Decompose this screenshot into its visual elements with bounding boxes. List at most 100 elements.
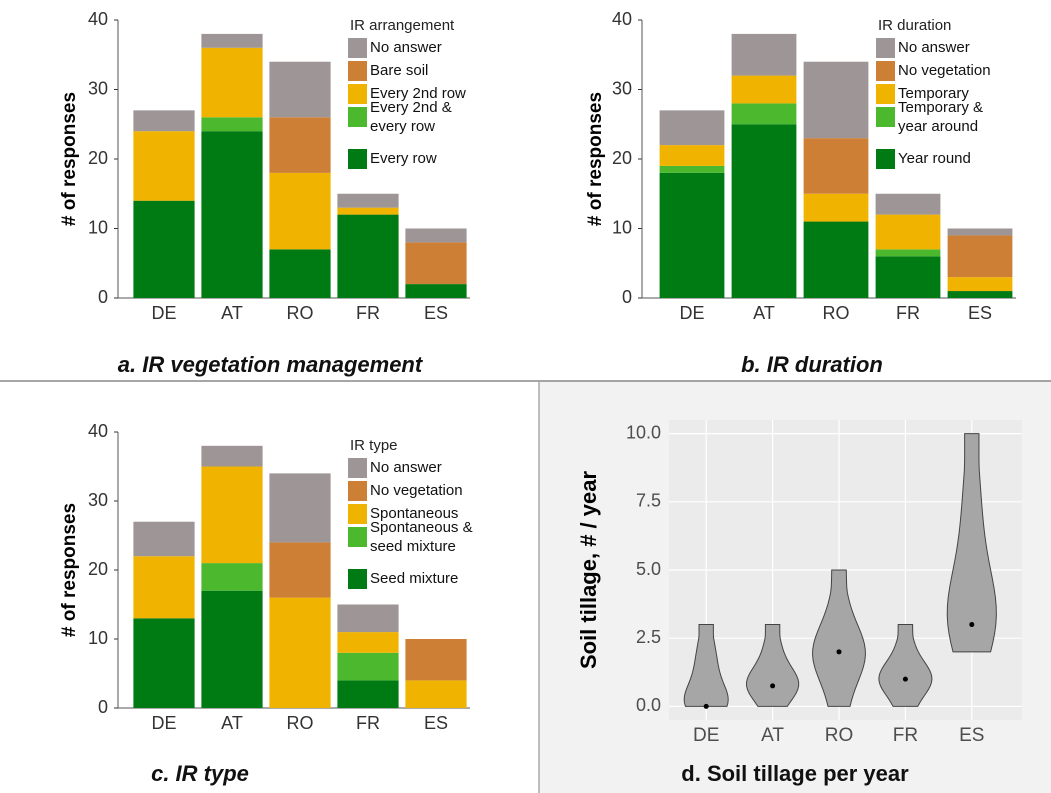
bar-segment	[875, 249, 941, 257]
bar-segment	[337, 214, 399, 298]
y-tick-label: 0	[622, 287, 632, 307]
bar-segment	[133, 131, 195, 201]
panel-caption: b. IR duration	[741, 352, 883, 377]
legend-swatch	[348, 84, 367, 104]
legend-swatch	[348, 107, 367, 127]
bar-segment	[269, 473, 331, 543]
bar-segment	[201, 466, 263, 564]
mean-point	[969, 622, 975, 628]
x-tick-label: ES	[968, 303, 992, 323]
legend-label: Year round	[898, 150, 971, 167]
y-axis-title: # of responses	[59, 503, 80, 637]
bar-segment	[405, 228, 467, 243]
legend-label-line: Every 2nd &	[370, 99, 456, 116]
y-tick-label: 10	[88, 217, 108, 237]
legend-swatch	[876, 107, 895, 127]
x-tick-label: RO	[287, 303, 314, 323]
bar-segment	[731, 124, 797, 298]
bar-segment	[875, 193, 941, 215]
legend-swatch	[348, 458, 367, 478]
x-tick-label: RO	[287, 713, 314, 733]
legend-label: No answer	[370, 39, 442, 56]
legend-swatch	[876, 84, 895, 104]
mean-point	[770, 683, 776, 689]
y-tick-label: 10.0	[626, 422, 661, 442]
bar-segment	[133, 521, 195, 557]
x-tick-label: AT	[221, 713, 243, 733]
legend-label: Seed mixture	[370, 570, 458, 587]
y-axis-title: # of responses	[585, 92, 606, 226]
x-tick-label: FR	[356, 303, 380, 323]
bar-segment	[803, 61, 869, 139]
violin	[746, 624, 800, 707]
bar-segment	[405, 639, 467, 681]
x-tick-label: ES	[424, 713, 448, 733]
y-tick-label: 10	[88, 628, 108, 648]
bar-segment	[201, 131, 263, 298]
x-tick-label: ES	[424, 303, 448, 323]
legend-swatch	[348, 149, 367, 169]
y-tick-label: 0	[98, 287, 108, 307]
y-tick-label: 20	[612, 148, 632, 168]
legend-label: No vegetation	[898, 62, 991, 79]
bar-segment	[659, 172, 725, 298]
legend-swatch	[348, 38, 367, 58]
y-tick-label: 30	[88, 78, 108, 98]
legend-label: Bare soil	[370, 62, 428, 79]
panel-caption: c. IR type	[151, 761, 249, 786]
bar-segment	[269, 249, 331, 298]
bar-segment	[947, 235, 1013, 278]
bar-segment	[875, 214, 941, 250]
y-axis-title: Soil tillage, # / year	[576, 471, 601, 670]
y-tick-label: 0	[98, 697, 108, 717]
bar-segment	[337, 632, 399, 653]
bar-segment	[201, 47, 263, 118]
mean-point	[703, 703, 709, 709]
x-tick-label: AT	[753, 303, 775, 323]
bar-segment	[269, 597, 331, 708]
bar-segment	[337, 207, 399, 215]
bar-segment	[731, 75, 797, 104]
x-tick-label: DE	[151, 303, 176, 323]
legend-title: IR duration	[878, 17, 951, 34]
x-tick-label: AT	[761, 725, 784, 746]
x-tick-label: AT	[221, 303, 243, 323]
y-tick-label: 2.5	[636, 627, 661, 647]
y-tick-label: 0.0	[636, 695, 661, 715]
bar-segment	[803, 193, 869, 222]
bar-segment	[659, 110, 725, 146]
legend-title: IR type	[350, 437, 398, 454]
legend-swatch	[348, 61, 367, 81]
bar-segment	[201, 117, 263, 132]
bar-segment	[133, 556, 195, 619]
legend-swatch	[348, 527, 367, 547]
bar-segment	[337, 680, 399, 708]
bar-segment	[405, 284, 467, 298]
legend-title: IR arrangement	[350, 17, 455, 34]
legend-label: Temporary	[898, 85, 969, 102]
y-tick-label: 5.0	[636, 559, 661, 579]
legend-label: Every 2nd row	[370, 85, 466, 102]
legend-swatch	[876, 61, 895, 81]
y-tick-label: 40	[612, 9, 632, 29]
violin	[812, 569, 866, 707]
bar-segment	[133, 618, 195, 708]
legend-label-line: Spontaneous &	[370, 519, 477, 536]
bar-segment	[133, 200, 195, 298]
legend-label: No answer	[898, 39, 970, 56]
y-tick-label: 10	[612, 217, 632, 237]
bar-segment	[803, 221, 869, 298]
panel-caption: a. IR vegetation management	[118, 352, 424, 377]
legend-swatch	[348, 504, 367, 524]
y-tick-label: 30	[612, 78, 632, 98]
bar-segment	[269, 172, 331, 250]
bar-segment	[875, 256, 941, 298]
x-tick-label: FR	[356, 713, 380, 733]
legend-swatch	[876, 38, 895, 58]
x-tick-label: DE	[679, 303, 704, 323]
bar-segment	[269, 542, 331, 598]
legend-label: No answer	[370, 459, 442, 476]
legend-label-line: every row	[370, 118, 435, 135]
legend-label-line: year around	[898, 118, 978, 135]
legend-label: Temporary & year around	[898, 99, 987, 135]
